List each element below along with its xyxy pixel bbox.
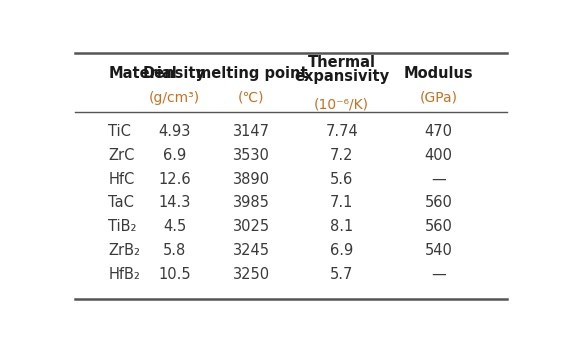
Text: 3147: 3147 <box>233 124 270 140</box>
Text: TiC: TiC <box>108 124 131 140</box>
Text: —: — <box>431 172 446 187</box>
Text: 6.9: 6.9 <box>330 243 353 258</box>
Text: 560: 560 <box>425 219 453 234</box>
Text: TaC: TaC <box>108 196 134 210</box>
Text: (GPa): (GPa) <box>420 91 458 105</box>
Text: 400: 400 <box>424 148 453 163</box>
Text: TiB₂: TiB₂ <box>108 219 137 234</box>
Text: 3530: 3530 <box>233 148 270 163</box>
Text: 4.5: 4.5 <box>163 219 186 234</box>
Text: ZrB₂: ZrB₂ <box>108 243 140 258</box>
Text: (g/cm³): (g/cm³) <box>149 91 200 105</box>
Text: HfC: HfC <box>108 172 135 187</box>
Text: ZrC: ZrC <box>108 148 135 163</box>
Text: 3250: 3250 <box>233 267 270 281</box>
Text: 12.6: 12.6 <box>158 172 191 187</box>
Text: 5.8: 5.8 <box>163 243 186 258</box>
Text: 3985: 3985 <box>233 196 270 210</box>
Text: —: — <box>431 267 446 281</box>
Text: 3025: 3025 <box>233 219 270 234</box>
Text: 14.3: 14.3 <box>158 196 191 210</box>
Text: 470: 470 <box>424 124 453 140</box>
Text: Density: Density <box>143 66 206 81</box>
Text: Modulus: Modulus <box>404 66 473 81</box>
Text: 5.7: 5.7 <box>330 267 353 281</box>
Text: 7.74: 7.74 <box>325 124 358 140</box>
Text: 7.2: 7.2 <box>330 148 353 163</box>
Text: 4.93: 4.93 <box>158 124 191 140</box>
Text: 10.5: 10.5 <box>158 267 191 281</box>
Text: 560: 560 <box>425 196 453 210</box>
Text: 540: 540 <box>425 243 453 258</box>
Text: 3245: 3245 <box>233 243 270 258</box>
Text: 7.1: 7.1 <box>330 196 353 210</box>
Text: 3890: 3890 <box>233 172 270 187</box>
Text: melting point: melting point <box>195 66 307 81</box>
Text: 5.6: 5.6 <box>330 172 353 187</box>
Text: (℃): (℃) <box>238 91 265 105</box>
Text: expansivity: expansivity <box>294 69 389 84</box>
Text: (10⁻⁶/K): (10⁻⁶/K) <box>314 97 369 111</box>
Text: Material: Material <box>108 66 177 81</box>
Text: Thermal: Thermal <box>308 55 375 70</box>
Text: 8.1: 8.1 <box>330 219 353 234</box>
Text: 6.9: 6.9 <box>163 148 186 163</box>
Text: HfB₂: HfB₂ <box>108 267 140 281</box>
